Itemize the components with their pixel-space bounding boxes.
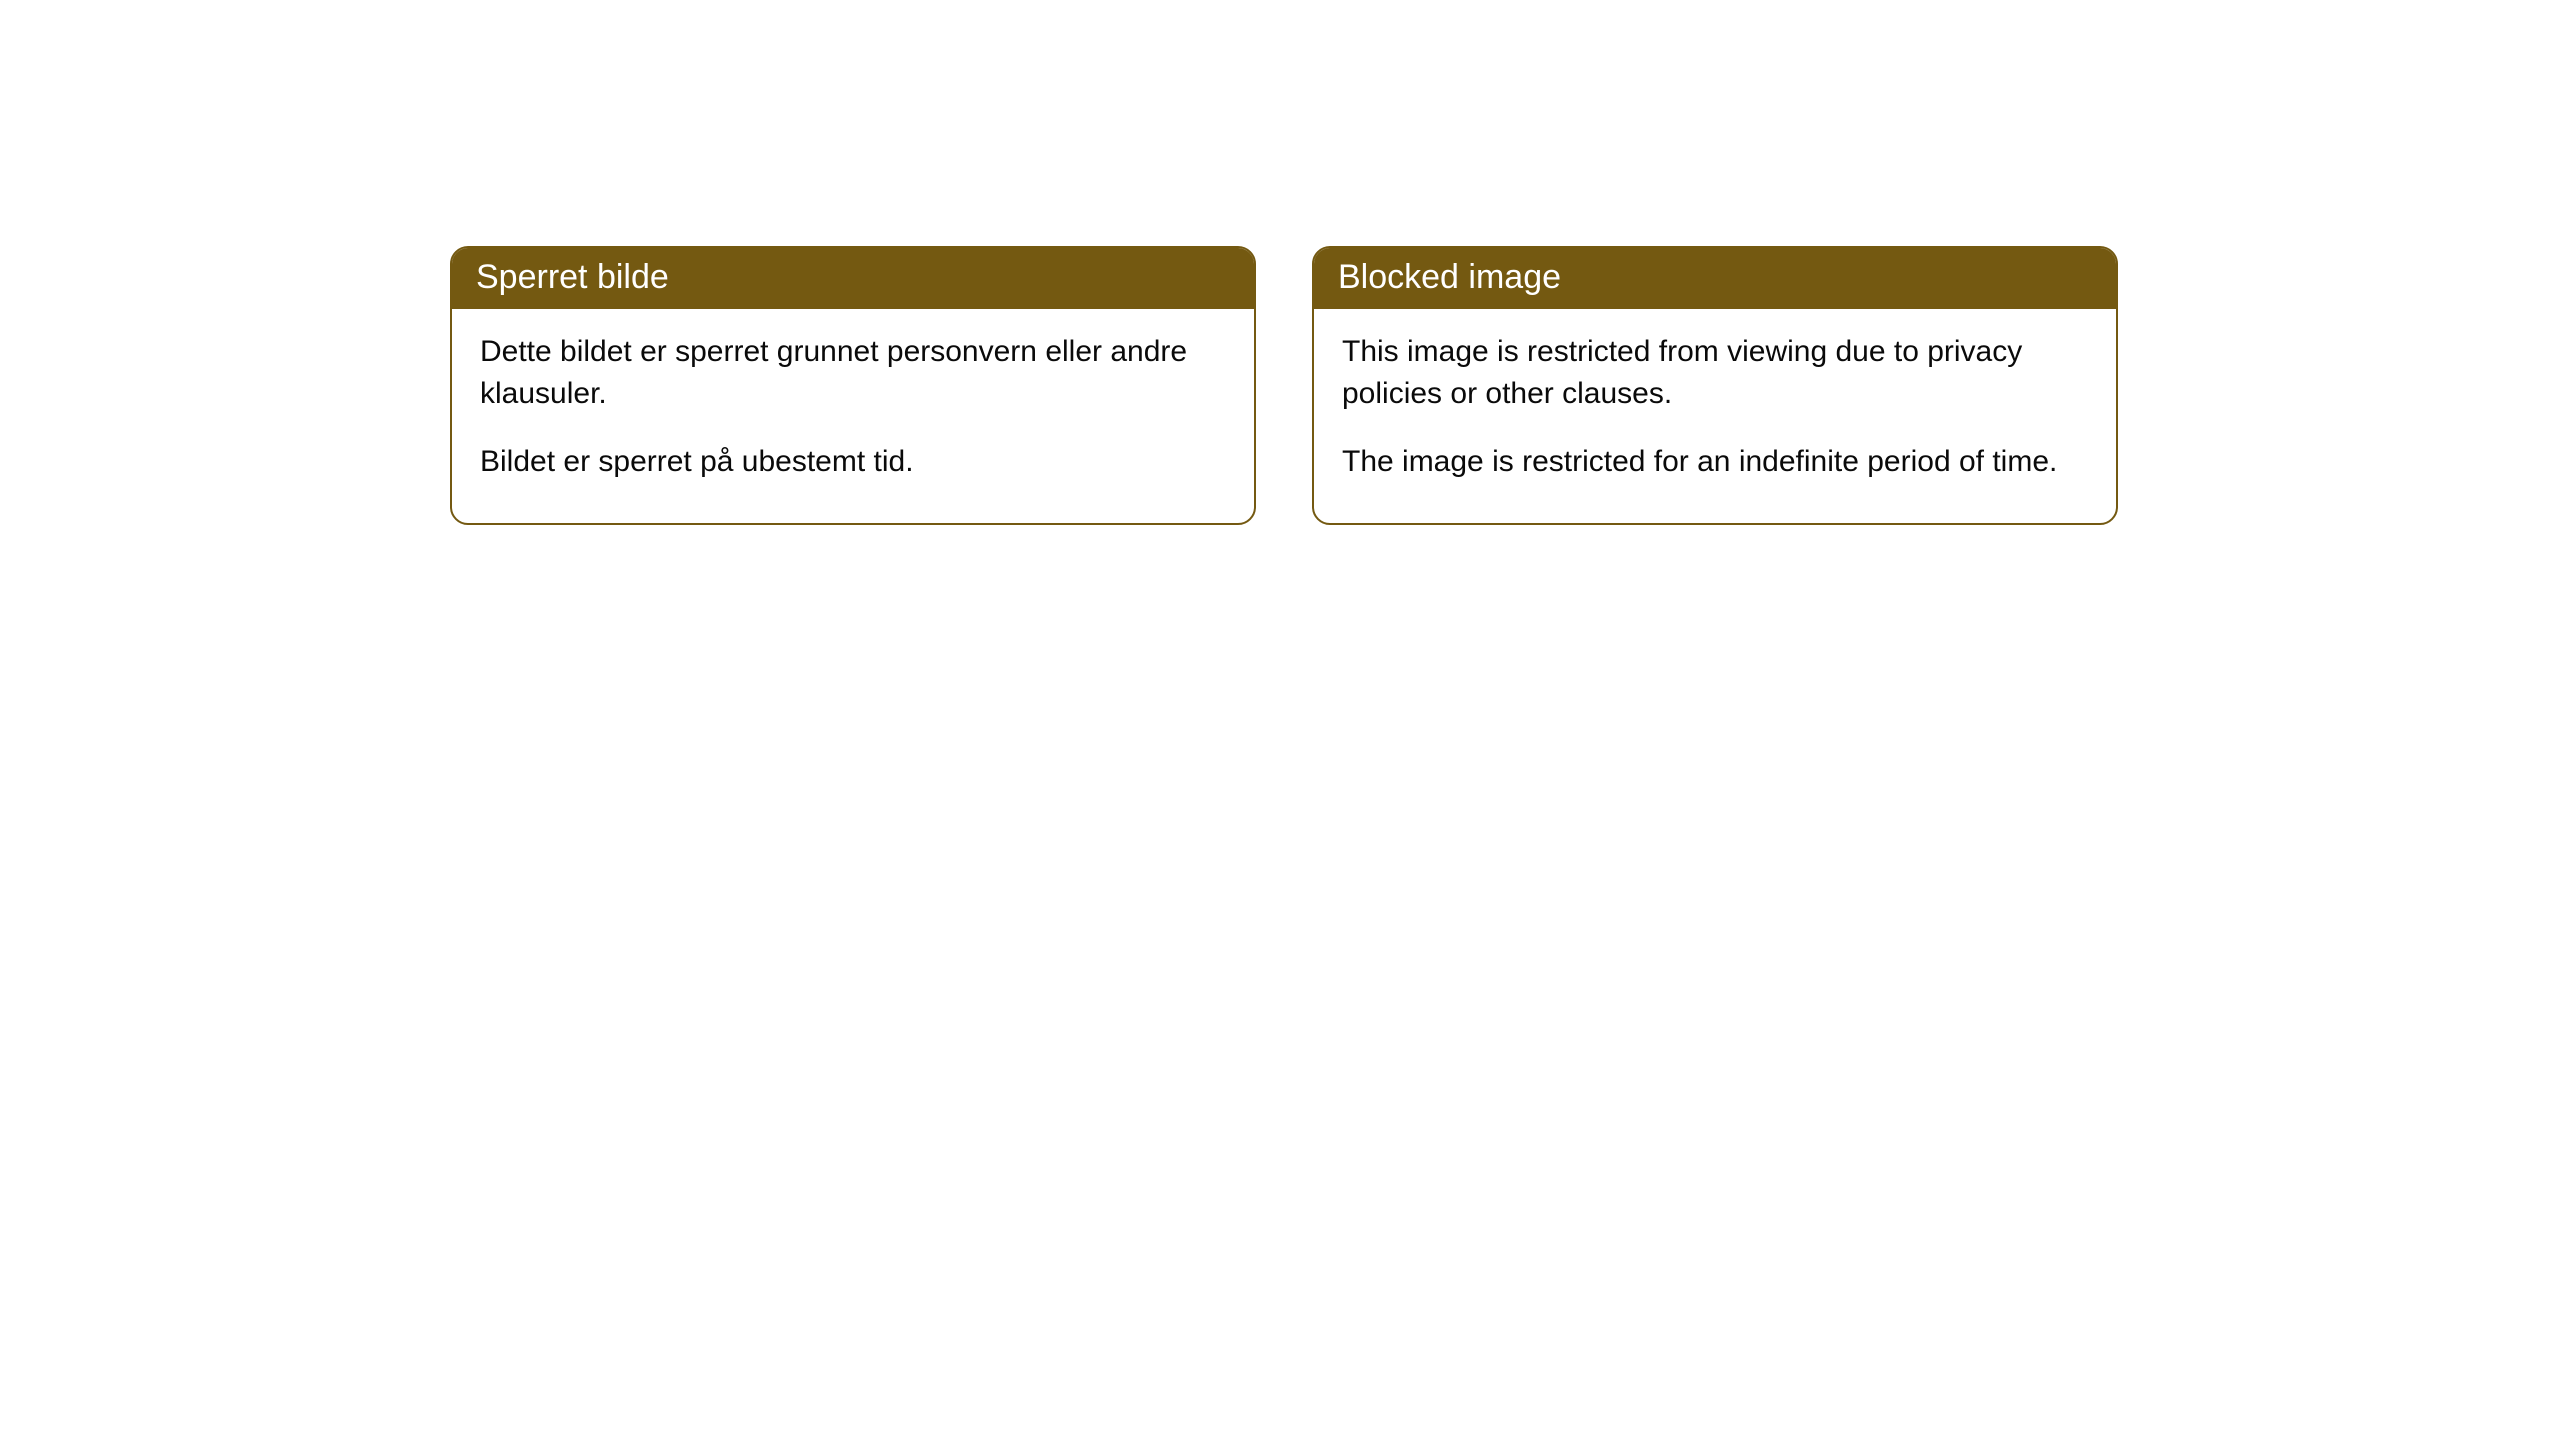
- card-body-norwegian: Dette bildet er sperret grunnet personve…: [452, 309, 1254, 523]
- card-paragraph: This image is restricted from viewing du…: [1342, 331, 2088, 415]
- notice-cards-container: Sperret bilde Dette bildet er sperret gr…: [450, 246, 2118, 525]
- card-header-norwegian: Sperret bilde: [452, 248, 1254, 309]
- card-title: Blocked image: [1338, 258, 1561, 296]
- card-title: Sperret bilde: [476, 258, 669, 296]
- card-paragraph: Bildet er sperret på ubestemt tid.: [480, 441, 1226, 483]
- notice-card-english: Blocked image This image is restricted f…: [1312, 246, 2118, 525]
- card-body-english: This image is restricted from viewing du…: [1314, 309, 2116, 523]
- card-header-english: Blocked image: [1314, 248, 2116, 309]
- card-paragraph: The image is restricted for an indefinit…: [1342, 441, 2088, 483]
- card-paragraph: Dette bildet er sperret grunnet personve…: [480, 331, 1226, 415]
- notice-card-norwegian: Sperret bilde Dette bildet er sperret gr…: [450, 246, 1256, 525]
